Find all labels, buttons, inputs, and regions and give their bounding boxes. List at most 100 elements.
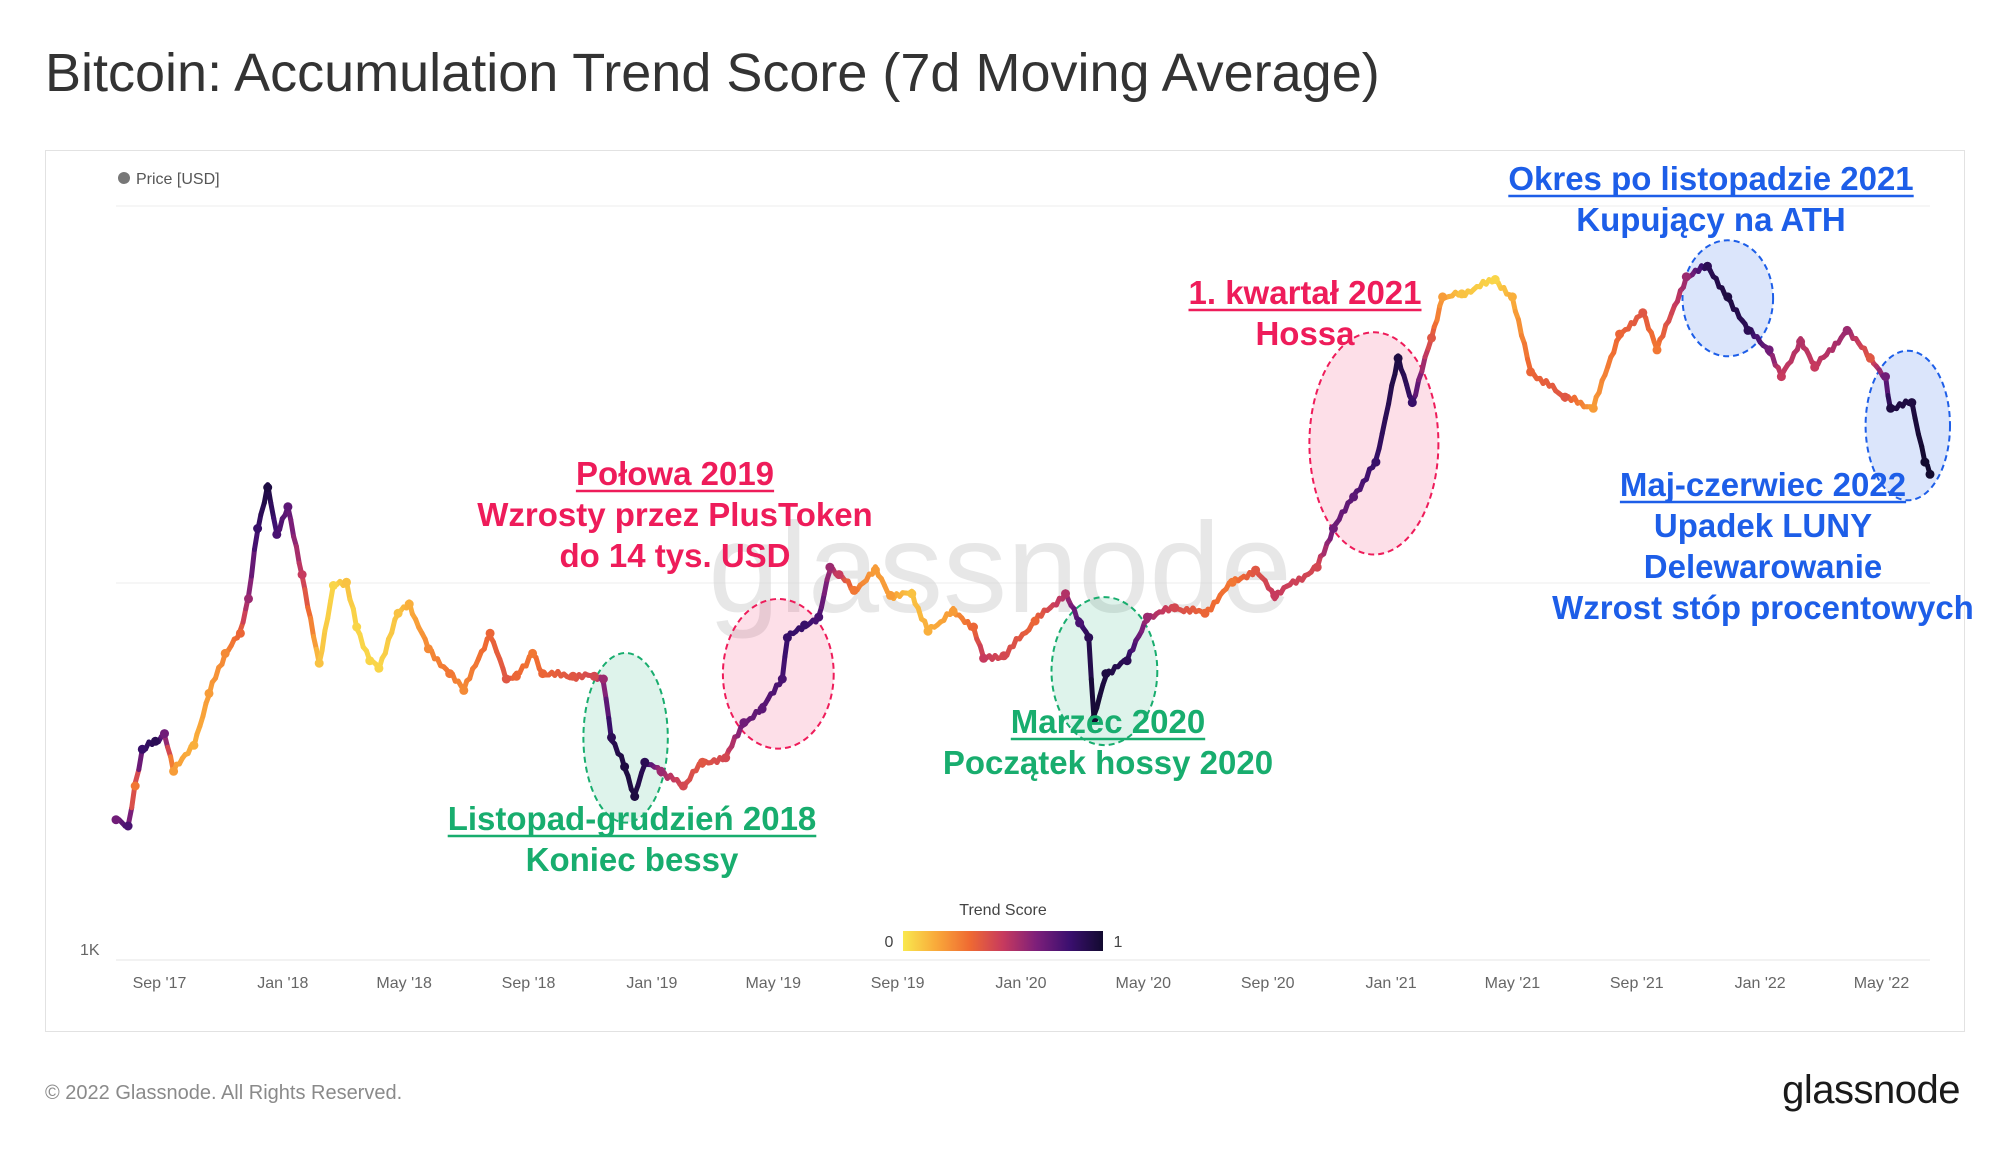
- price-point: [204, 688, 214, 698]
- x-tick-label: May '19: [745, 975, 801, 992]
- price-point: [365, 656, 375, 666]
- price-point: [528, 648, 538, 658]
- price-point: [814, 612, 824, 622]
- price-point: [782, 633, 792, 643]
- annotation-marzec: Marzec 2020 Początek hossy 2020: [943, 703, 1273, 781]
- annotation-line: Hossa: [1255, 315, 1355, 352]
- price-point: [150, 736, 160, 746]
- price-point: [314, 658, 324, 668]
- x-tick-label: May '22: [1854, 975, 1910, 992]
- price-line-segment: [268, 500, 277, 521]
- annotation-title: Maj-czerwiec 2022: [1620, 466, 1906, 503]
- y-tick-label: 1K: [80, 942, 100, 959]
- price-point: [1084, 633, 1094, 643]
- price-point: [1615, 329, 1625, 339]
- price-point: [283, 502, 293, 512]
- annotation-listopad: Listopad-grudzień 2018 Koniec bessy: [447, 800, 817, 878]
- price-point: [620, 762, 630, 772]
- price-point: [1652, 345, 1662, 355]
- price-line-segment: [603, 696, 612, 721]
- price-line-segment: [600, 679, 609, 702]
- x-axis: Sep '17 Jan '18 May '18 Sep '18 Jan '19 May '…: [133, 975, 1910, 992]
- price-point: [757, 704, 767, 714]
- x-tick-label: Jan '19: [626, 975, 677, 992]
- annotation-title: 1. kwartał 2021: [1189, 274, 1422, 311]
- price-point: [999, 651, 1009, 661]
- price-point: [630, 792, 640, 801]
- price-line-segment: [1386, 382, 1395, 407]
- price-line-segment: [1086, 633, 1094, 682]
- x-tick-label: Sep '17: [133, 975, 187, 992]
- x-tick-label: Jan '20: [995, 975, 1046, 992]
- price-point: [272, 529, 282, 539]
- price-line: [111, 261, 1935, 831]
- price-point: [1349, 492, 1359, 502]
- colorbar-max-label: 1: [1114, 934, 1123, 951]
- annotation-kwartal: 1. kwartał 2021 Hossa: [1188, 274, 1422, 352]
- price-line-segment: [1376, 431, 1385, 452]
- glassnode-logo[interactable]: glassnode: [1782, 1068, 1960, 1112]
- price-point: [979, 653, 989, 663]
- price-point: [825, 562, 835, 572]
- price-point: [1089, 714, 1099, 724]
- price-line-segment: [325, 598, 334, 621]
- price-point: [1907, 398, 1917, 408]
- price-point: [445, 669, 455, 679]
- price-point: [1075, 618, 1085, 628]
- price-point: [923, 626, 933, 636]
- annotation-line: Wzrosty przez PlusToken: [477, 496, 872, 533]
- price-point: [123, 821, 133, 831]
- price-point: [137, 744, 147, 754]
- price-point: [1438, 292, 1448, 302]
- price-point: [1588, 403, 1598, 413]
- annotation-line: do 14 tys. USD: [559, 537, 790, 574]
- price-point: [538, 669, 548, 679]
- price-point: [1560, 392, 1570, 402]
- price-point: [1920, 457, 1930, 467]
- price-point: [235, 628, 245, 638]
- price-line-segment: [293, 543, 302, 566]
- annotation-title: Okres po listopadzie 2021: [1508, 160, 1913, 197]
- price-point: [834, 570, 844, 580]
- price-point: [1507, 292, 1517, 302]
- y-axis: 1K: [80, 942, 100, 959]
- price-point: [1371, 457, 1381, 467]
- price-point: [598, 674, 608, 684]
- colorbar-title: Trend Score: [959, 902, 1047, 919]
- price-point: [678, 781, 688, 791]
- price-line-segment: [1413, 377, 1422, 398]
- price-point: [160, 729, 169, 739]
- price-point: [511, 671, 521, 681]
- price-point: [1881, 372, 1890, 382]
- price-point: [1886, 403, 1896, 413]
- price-line-segment: [302, 587, 311, 610]
- annotation-okres: Okres po listopadzie 2021 Kupujący na ATH: [1508, 160, 1914, 238]
- x-tick-label: Sep '20: [1241, 975, 1295, 992]
- price-point: [568, 671, 578, 681]
- price-point: [1227, 577, 1237, 587]
- price-line-segment: [252, 528, 261, 552]
- price-point: [297, 570, 307, 580]
- colorbar-min-label: 0: [885, 934, 894, 951]
- price-point: [1312, 562, 1322, 572]
- price-line-segment: [288, 517, 297, 540]
- price-point: [589, 671, 599, 681]
- price-point: [640, 757, 650, 767]
- price-point: [1776, 372, 1786, 382]
- price-point: [1170, 603, 1180, 613]
- price-point: [352, 622, 362, 632]
- annotation-line: Początek hossy 2020: [943, 744, 1273, 781]
- annotation-ellipse-polowa: [721, 598, 835, 750]
- x-tick-label: Jan '22: [1735, 975, 1786, 992]
- price-line-segment: [1522, 341, 1531, 362]
- price-point: [1865, 353, 1875, 363]
- x-tick-label: May '18: [376, 975, 432, 992]
- price-line-segment: [1516, 317, 1524, 338]
- price-point: [800, 620, 810, 630]
- price-line-segment: [1379, 415, 1388, 437]
- price-point: [948, 606, 958, 616]
- price-point: [1061, 589, 1070, 599]
- price-point: [886, 590, 895, 600]
- price-point: [849, 585, 859, 595]
- price-point: [263, 483, 273, 492]
